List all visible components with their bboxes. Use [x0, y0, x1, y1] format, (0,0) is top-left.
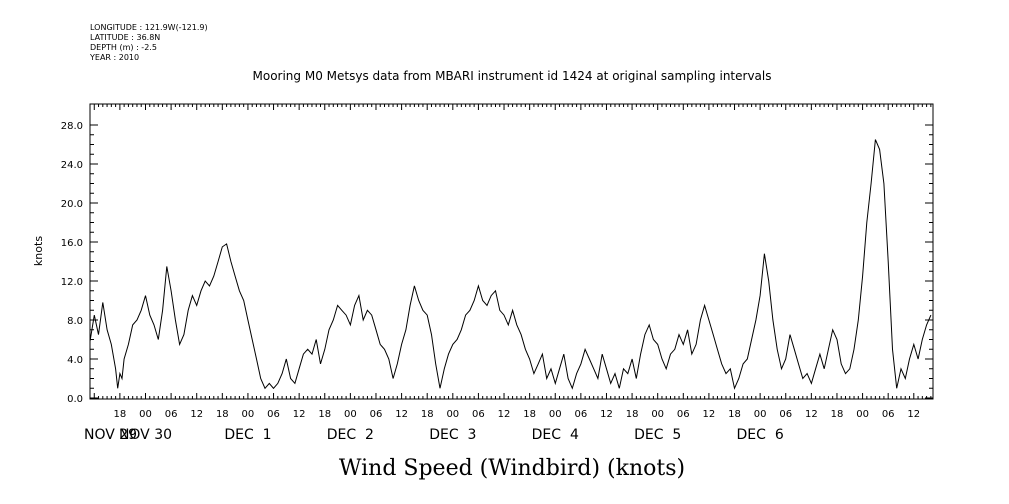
x-hour-tick-label: 12	[805, 409, 818, 420]
x-hour-tick-label: 18	[421, 409, 434, 420]
x-hour-tick-label: 18	[831, 409, 844, 420]
x-axis-label: Wind Speed (Windbird) (knots)	[339, 456, 685, 481]
x-hour-tick-label: 06	[574, 409, 587, 420]
year-text: YEAR : 2010	[89, 53, 139, 62]
x-hour-tick-label: 18	[626, 409, 639, 420]
y-tick-label: 20.0	[61, 199, 83, 210]
x-day-label: DEC 1	[224, 427, 271, 443]
x-hour-tick-label: 12	[190, 409, 203, 420]
x-day-label: DEC 4	[532, 427, 579, 443]
x-hour-tick-label: 12	[498, 409, 511, 420]
x-hour-tick-label: 18	[216, 409, 229, 420]
y-tick-label: 16.0	[61, 238, 83, 249]
x-hour-tick-label: 00	[856, 409, 869, 420]
x-hour-tick-label: 18	[114, 409, 127, 420]
x-day-label: NOV 30	[119, 427, 172, 443]
x-day-label: NOV 29	[84, 427, 137, 443]
x-hour-tick-label: 18	[523, 409, 536, 420]
x-hour-tick-label: 12	[395, 409, 408, 420]
x-day-label: DEC 2	[327, 427, 374, 443]
x-day-label: DEC 3	[429, 427, 476, 443]
y-axis: 0.0 4.0 8.0 12.0 16.0 20.0 24.0 28.0	[61, 121, 933, 405]
x-hour-tick-label: 18	[318, 409, 331, 420]
plot-frame	[89, 103, 934, 400]
x-axis: 18 00 06 12 18 00 06 12 18 00 06 12 18 00 06 12 18 00 06 12…	[84, 409, 920, 443]
chart-title: Mooring M0 Metsys data from MBARI instru…	[253, 69, 772, 83]
longitude-text: LONGITUDE : 121.9W(-121.9)	[90, 23, 208, 32]
x-hour-tick-label: 00	[651, 409, 664, 420]
x-hour-tick-label: 06	[267, 409, 280, 420]
y-tick-label: 28.0	[61, 121, 83, 132]
x-hour-tick-label: 06	[370, 409, 383, 420]
x-hour-tick-label: 00	[242, 409, 255, 420]
x-hour-tick-label: 06	[779, 409, 792, 420]
x-hour-tick-label: 06	[165, 409, 178, 420]
y-axis-label: knots	[32, 236, 45, 266]
x-day-label: DEC 6	[737, 427, 784, 443]
wind-speed-series-line	[89, 139, 932, 390]
latitude-text: LATITUDE : 36.8N	[90, 33, 160, 42]
y-tick-label: 4.0	[67, 355, 83, 366]
x-hour-tick-label: 00	[446, 409, 459, 420]
x-hour-tick-label: 00	[754, 409, 767, 420]
x-hour-tick-label: 12	[600, 409, 613, 420]
x-day-label: DEC 5	[634, 427, 681, 443]
x-hour-tick-label: 12	[907, 409, 920, 420]
x-hour-tick-label: 12	[293, 409, 306, 420]
x-hour-tick-label: 12	[703, 409, 716, 420]
y-tick-label: 12.0	[61, 277, 83, 288]
minor-tick-marks	[89, 104, 932, 399]
x-hour-tick-label: 18	[728, 409, 741, 420]
depth-text: DEPTH (m) : -2.5	[90, 43, 157, 52]
x-hour-tick-label: 00	[344, 409, 357, 420]
x-hour-tick-label: 00	[549, 409, 562, 420]
y-tick-label: 8.0	[67, 316, 83, 327]
y-tick-label: 0.0	[67, 394, 83, 405]
x-hour-tick-label: 06	[677, 409, 690, 420]
x-hour-tick-label: 00	[139, 409, 152, 420]
x-hour-tick-label: 06	[472, 409, 485, 420]
y-tick-label: 24.0	[61, 160, 83, 171]
x-hour-tick-label: 06	[882, 409, 895, 420]
